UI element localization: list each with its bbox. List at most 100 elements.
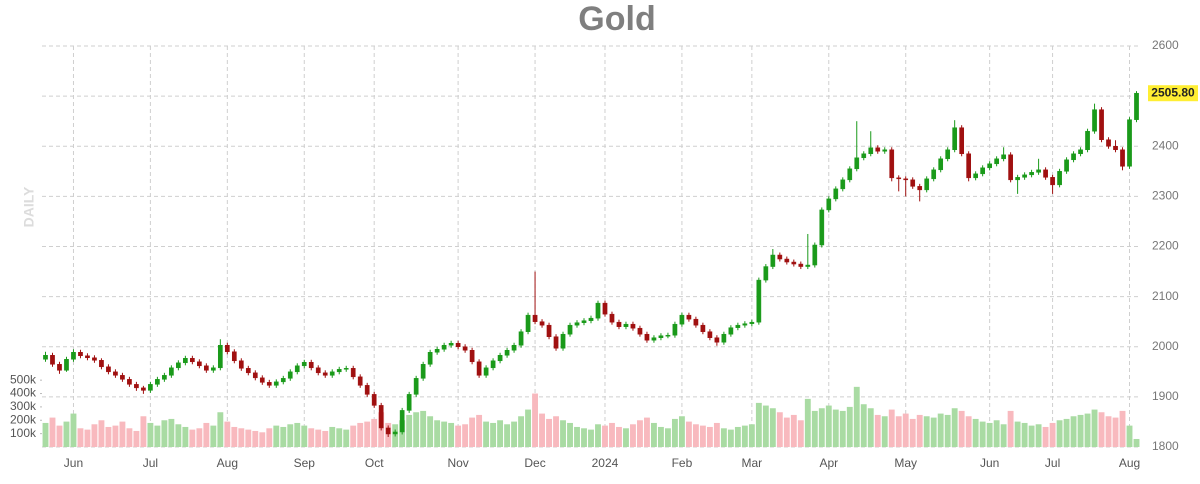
candle-body bbox=[938, 158, 944, 171]
volume-bar bbox=[664, 428, 671, 447]
volume-bar bbox=[168, 418, 175, 447]
volume-bar bbox=[790, 414, 797, 447]
volume-bar bbox=[112, 425, 119, 447]
volume-bar bbox=[623, 428, 629, 447]
volume-bar bbox=[846, 406, 853, 447]
volume-bar bbox=[916, 414, 923, 447]
candle-body bbox=[238, 360, 244, 369]
volume-bar bbox=[42, 422, 49, 447]
volume-bar bbox=[532, 393, 538, 447]
volume-bar bbox=[853, 386, 860, 447]
candle-body bbox=[120, 375, 125, 380]
candle-body bbox=[231, 351, 237, 362]
volume-bar bbox=[692, 424, 699, 447]
volume-bar bbox=[140, 416, 147, 447]
volume-bar bbox=[245, 429, 252, 447]
candle-body bbox=[945, 149, 951, 160]
volume-bar bbox=[189, 429, 196, 447]
volume-bar bbox=[958, 410, 965, 447]
candle-body bbox=[371, 394, 377, 406]
candle-body bbox=[1127, 119, 1132, 167]
volume-bar bbox=[105, 426, 112, 447]
volume-bar bbox=[182, 426, 189, 447]
volume-bar bbox=[923, 416, 930, 447]
volume-bar bbox=[1119, 410, 1126, 447]
volume-bar bbox=[525, 409, 531, 447]
candle-body bbox=[245, 368, 251, 374]
candle-body bbox=[875, 147, 881, 152]
candle-body bbox=[50, 355, 55, 365]
candle-body bbox=[350, 368, 356, 378]
y-tick-label: 2100 bbox=[1152, 289, 1179, 303]
candle-body bbox=[483, 367, 489, 376]
candle-body bbox=[609, 313, 615, 323]
volume-bar bbox=[685, 421, 692, 447]
candle-body bbox=[462, 346, 468, 351]
candle-body bbox=[749, 321, 755, 324]
volume-bar bbox=[252, 430, 259, 447]
volume-tick-label: 500k bbox=[10, 372, 37, 386]
candle-body bbox=[273, 381, 279, 386]
annotation: DAILY bbox=[21, 186, 37, 227]
candle-body bbox=[399, 410, 405, 433]
candle-body bbox=[162, 375, 167, 380]
candle-body bbox=[847, 168, 853, 181]
y-tick-label: 1800 bbox=[1152, 439, 1179, 453]
candle-body bbox=[595, 302, 601, 319]
candle-body bbox=[917, 186, 923, 191]
candle-body bbox=[553, 336, 559, 349]
volume-bar bbox=[91, 424, 98, 447]
candle-body bbox=[1120, 149, 1125, 167]
candle-body bbox=[896, 177, 902, 180]
candle-body bbox=[1022, 174, 1027, 178]
volume-bar bbox=[895, 416, 902, 447]
candle-body bbox=[665, 334, 671, 337]
y-tick-label: 2600 bbox=[1152, 38, 1179, 52]
volume-bar bbox=[595, 424, 601, 447]
volume-bar bbox=[811, 410, 818, 447]
volume-bar bbox=[616, 426, 622, 447]
candle-body bbox=[707, 331, 713, 338]
volume-bar bbox=[951, 408, 958, 447]
candle-body bbox=[1071, 153, 1076, 161]
candle-body bbox=[99, 360, 104, 368]
candle-body bbox=[1064, 159, 1069, 172]
candle-body bbox=[469, 350, 475, 363]
volume-bar bbox=[56, 425, 63, 447]
candle-body bbox=[1085, 130, 1090, 151]
candle-body bbox=[693, 318, 699, 326]
candle-body bbox=[504, 350, 510, 356]
volume-bar bbox=[741, 425, 748, 447]
volume-bar bbox=[560, 420, 566, 447]
candle-body bbox=[224, 344, 230, 353]
volume-bar bbox=[986, 422, 993, 447]
volume-tick-label: 300k bbox=[10, 399, 37, 413]
volume-bar bbox=[1070, 416, 1077, 447]
candle-body bbox=[714, 337, 720, 343]
candle-body bbox=[679, 314, 685, 325]
candle-body bbox=[770, 254, 776, 267]
candle-body bbox=[392, 431, 398, 435]
candle-body bbox=[756, 279, 762, 323]
x-tick-label: Jun bbox=[980, 456, 999, 470]
volume-bar bbox=[420, 410, 427, 447]
candle-body bbox=[735, 324, 741, 328]
candle-body bbox=[183, 358, 188, 364]
candle-body bbox=[651, 337, 657, 341]
candle-body bbox=[833, 188, 839, 200]
volume-bar bbox=[678, 416, 685, 447]
volume-bar bbox=[1105, 416, 1112, 447]
volume-bar bbox=[860, 404, 867, 447]
volume-bar bbox=[1091, 409, 1098, 447]
volume-bar bbox=[1063, 418, 1070, 447]
volume-bar bbox=[315, 429, 322, 447]
candle-body bbox=[176, 362, 181, 369]
volume-bar bbox=[706, 426, 713, 447]
candle-body bbox=[92, 357, 97, 361]
volume-bar bbox=[671, 418, 678, 447]
candle-body bbox=[1057, 171, 1062, 186]
volume-bar bbox=[504, 424, 511, 447]
x-tick-label: Dec bbox=[524, 456, 545, 470]
candle-body bbox=[85, 355, 90, 359]
volume-bar bbox=[1000, 424, 1007, 447]
